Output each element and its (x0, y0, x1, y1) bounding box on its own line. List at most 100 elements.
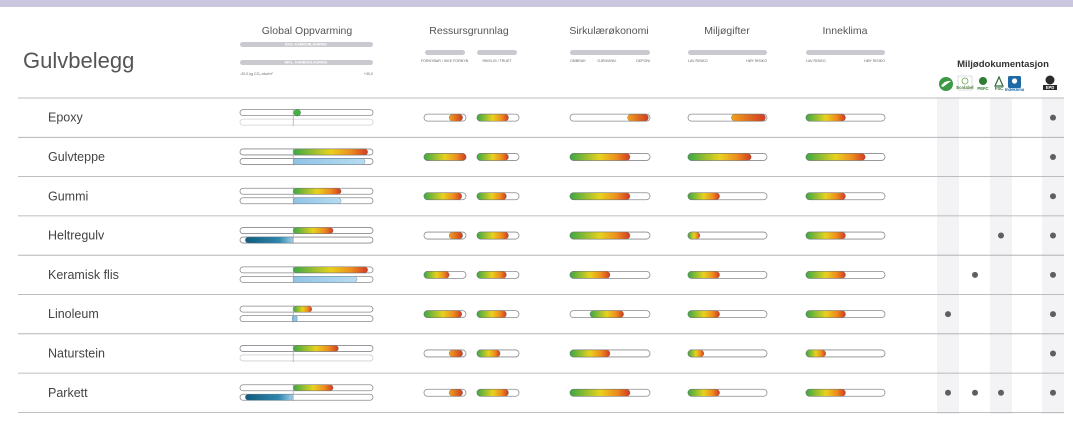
row-label-gulvteppe: Gulvteppe (48, 150, 105, 164)
global-bar-incl (293, 276, 358, 283)
col-header-ressurs: Ressursgrunnlag (429, 25, 509, 37)
global-track-excl (239, 109, 374, 117)
row-label-naturstein: Naturstein (48, 346, 105, 360)
col-header-global: Global Oppvarming (262, 25, 353, 37)
inneklima-bar (805, 153, 866, 161)
row-label-parkett: Parkett (48, 386, 88, 400)
eco-dot (1050, 271, 1056, 278)
sirkular-bar (569, 349, 611, 358)
nordic-swan-icon (939, 77, 953, 91)
svg-text:EPD: EPD (1046, 85, 1055, 90)
miljogift-bar (687, 192, 720, 200)
eco-dot (1050, 311, 1056, 318)
fsc-icon: FSC (994, 75, 1004, 91)
ressurs-bar-b (476, 310, 507, 318)
pefc-icon: PEFC (977, 77, 989, 91)
ressurs-legend-bar-a (425, 50, 465, 55)
eco-dot (1050, 232, 1056, 239)
row-label-linoleum: Linoleum (48, 307, 99, 321)
global-track-incl-empty (239, 354, 374, 362)
miljogift-bar (687, 349, 705, 358)
miljogift-legend-high: HØY RISIKO (746, 59, 767, 63)
ressurs-bar-a (423, 271, 450, 279)
eco-dot (972, 271, 978, 278)
sirkular-bar (569, 389, 631, 397)
ressurs-bar-b (476, 389, 509, 397)
miljogift-bar (687, 271, 720, 279)
ressurs-legend-bar-b (477, 50, 517, 55)
eco-dot (1050, 389, 1056, 396)
inneklima-bar (805, 349, 826, 358)
top-accent-bar (0, 0, 1073, 7)
miljogift-legend-bar (688, 50, 767, 55)
inneklima-bar (805, 231, 846, 240)
eco-dot (1050, 350, 1056, 357)
global-legend-bar-incl (240, 60, 373, 65)
eco-stripe-3 (990, 98, 1012, 414)
eco-dot (945, 389, 951, 396)
global-axis-min: -20,0 kg CO₂-ekv/m² (240, 72, 274, 76)
miljogift-bar (687, 231, 701, 240)
miljogift-bar (687, 389, 720, 397)
miljogift-bar (687, 310, 720, 318)
ressurs-bar-b (476, 113, 509, 122)
svg-text:Ecolabel: Ecolabel (956, 85, 973, 90)
sirkular-legend-2: GJENVINN. (597, 59, 616, 63)
ressurs-bar-a (423, 310, 462, 318)
eu-ecolabel-icon: Ecolabel (956, 75, 974, 91)
sirkular-bar (569, 271, 611, 279)
miljogift-bar (687, 153, 752, 161)
ressurs-legend-label-b: RIKELIG / TRUET (482, 59, 512, 63)
sirkular-bar (627, 113, 649, 122)
global-bar-excl (293, 345, 339, 352)
svg-text:FSC: FSC (995, 86, 1003, 91)
miljogift-legend-low: LAV RISIKO (688, 59, 708, 63)
ressurs-bar-b (476, 271, 507, 279)
global-bar-excl (293, 227, 334, 234)
ressurs-bar-b (476, 192, 507, 200)
global-legend-label-excl: EKS. KARBONLAGRING (285, 43, 327, 47)
svg-text:Indeklima: Indeklima (1005, 87, 1025, 92)
eco-stripe-5 (1042, 98, 1064, 414)
global-track-incl-empty (239, 118, 374, 126)
col-header-inneklima: Inneklima (823, 25, 868, 37)
row-label-keramisk-flis: Keramisk flis (48, 268, 119, 282)
indoor-climate-icon: Indeklima (1005, 76, 1025, 92)
inneklima-bar (805, 271, 846, 279)
ressurs-legend-label-a: FORNYBAR / IKKE FORNYB. (421, 59, 469, 63)
ressurs-bar-a (449, 389, 463, 397)
sirkular-legend-bar (570, 50, 650, 55)
global-bar-incl (245, 394, 294, 401)
global-bar-excl (293, 148, 368, 156)
sirkular-legend-1: OMBRUK (570, 59, 586, 63)
ressurs-bar-b (476, 231, 509, 240)
eco-dot (998, 232, 1004, 239)
col-header-miljodok: Miljødokumentasjon (957, 59, 1049, 70)
eco-dot (972, 389, 978, 396)
ressurs-bar-b (476, 153, 509, 161)
global-bar-excl (293, 266, 368, 274)
global-track-incl (239, 315, 374, 323)
global-bar-incl (293, 158, 366, 165)
col-header-miljogift: Miljøgifter (704, 25, 750, 37)
inneklima-bar (805, 192, 846, 200)
svg-text:PEFC: PEFC (977, 86, 988, 91)
eco-dot (1050, 114, 1056, 121)
inneklima-legend-low: LAV RISIKO (806, 59, 826, 63)
col-header-sirkular: Sirkulærøkonomi (569, 25, 648, 37)
epd-icon: EPD (1043, 75, 1057, 90)
miljogift-bar (731, 113, 766, 122)
inneklima-bar (805, 113, 846, 122)
global-bar-excl (293, 188, 342, 195)
page-title: Gulvbelegg (23, 48, 134, 73)
sirkular-bar (569, 192, 631, 200)
eco-dot (998, 389, 1004, 396)
global-bar-incl (245, 236, 294, 244)
row-label-gummi: Gummi (48, 189, 88, 203)
ressurs-bar-a (449, 113, 463, 122)
global-legend-label-incl: INKL. KARBONLAGRING (285, 61, 328, 65)
global-bar-excl (293, 305, 313, 313)
global-mark-excl (293, 109, 301, 117)
inneklima-legend-high: HØY RISIKO (864, 59, 885, 63)
